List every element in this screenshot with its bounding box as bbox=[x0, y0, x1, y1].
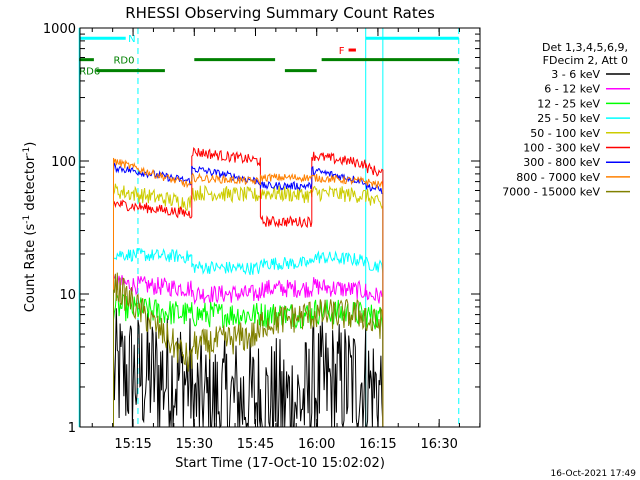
y-tick-label: 10 bbox=[59, 288, 76, 303]
x-tick-label: 16:00 bbox=[298, 437, 335, 452]
y-axis-label-rest: detector bbox=[23, 155, 38, 215]
series-line bbox=[113, 247, 384, 427]
legend-entry-label: 100 - 300 keV bbox=[523, 142, 600, 155]
series-line bbox=[113, 183, 384, 427]
y-axis-label-main: Count Rate (s bbox=[23, 224, 38, 313]
plot-border bbox=[79, 27, 481, 428]
y-axis-label-exponent-2: -1 bbox=[22, 147, 32, 156]
y-tick-label: 1000 bbox=[43, 22, 76, 37]
legend-entry-label: 7000 - 15000 keV bbox=[502, 186, 600, 199]
x-tick-label: 15:15 bbox=[114, 437, 151, 452]
series-line bbox=[113, 293, 384, 427]
legend-entry-label: 800 - 7000 keV bbox=[516, 171, 600, 184]
legend-entry-label: 6 - 12 keV bbox=[544, 83, 600, 96]
legend-header: FDecim 2, Att 0 bbox=[543, 54, 628, 67]
status-bar-label: N bbox=[128, 34, 135, 45]
footer-timestamp: 16-Oct-2021 17:49 bbox=[551, 469, 637, 479]
y-tick-label: 100 bbox=[51, 155, 76, 170]
y-axis-label-close: ) bbox=[23, 142, 38, 147]
x-tick-label: 15:30 bbox=[176, 437, 213, 452]
plot-area: N F RD0 RD6 bbox=[78, 28, 460, 429]
legend-entry-label: 50 - 100 keV bbox=[530, 127, 600, 140]
x-tick-label: 16:15 bbox=[359, 437, 396, 452]
status-bar-label: RD0 bbox=[113, 56, 134, 67]
legend-entry-label: 25 - 50 keV bbox=[537, 112, 600, 125]
y-axis-label-exponent: -1 bbox=[22, 215, 32, 224]
legend-entry-label: 300 - 800 keV bbox=[523, 156, 600, 169]
series-line bbox=[113, 146, 384, 427]
series-line bbox=[113, 274, 384, 427]
x-tick-label: 16:30 bbox=[420, 437, 457, 452]
chart-title: RHESSI Observing Summary Count Rates bbox=[125, 4, 435, 22]
plot-frame: 15:15 15:30 15:45 16:00 16:15 16:30 1 10 100 1000 bbox=[43, 22, 481, 452]
x-axis-label: Start Time (17-Oct-10 15:02:02) bbox=[175, 456, 385, 471]
y-axis-label: Count Rate (s-1 detector-1) bbox=[22, 142, 38, 313]
x-tick-label: 15:45 bbox=[237, 437, 274, 452]
legend: Det 1,3,4,5,6,9,FDecim 2, Att 03 - 6 keV… bbox=[502, 41, 630, 199]
series-line bbox=[113, 308, 384, 429]
y-tick-label: 1 bbox=[68, 421, 76, 436]
legend-header: Det 1,3,4,5,6,9, bbox=[542, 41, 628, 54]
status-bar-label: F bbox=[339, 46, 345, 57]
series-line bbox=[113, 272, 384, 427]
series-line bbox=[113, 157, 384, 427]
status-bar-label: RD6 bbox=[79, 67, 100, 78]
legend-entry-label: 3 - 6 keV bbox=[551, 68, 600, 81]
legend-entry-label: 12 - 25 keV bbox=[537, 97, 600, 110]
